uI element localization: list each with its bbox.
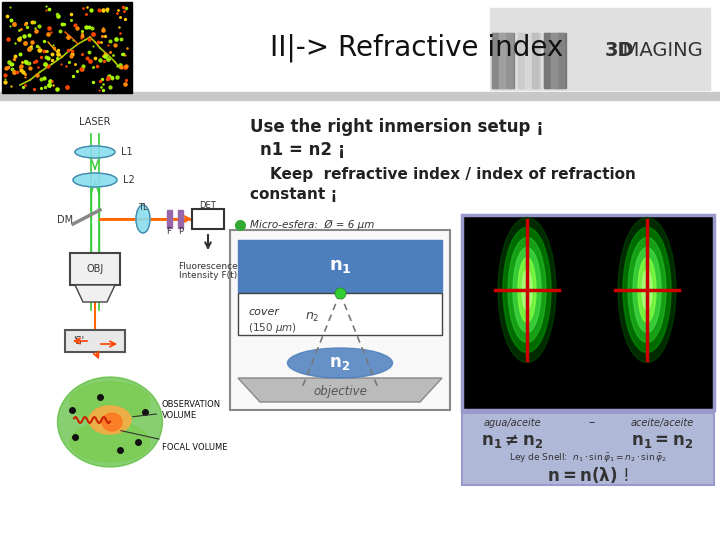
Bar — [0, 0, 720, 95]
Bar — [490, 8, 710, 90]
Text: TL: TL — [138, 202, 148, 212]
Text: Use the right inmersion setup ¡: Use the right inmersion setup ¡ — [250, 118, 544, 136]
Ellipse shape — [498, 218, 556, 362]
Ellipse shape — [73, 173, 117, 187]
Text: $(150\ \mu m)$: $(150\ \mu m)$ — [248, 321, 297, 335]
Text: P: P — [179, 227, 184, 237]
Text: OBJ: OBJ — [86, 264, 104, 274]
Text: Intensity F(t): Intensity F(t) — [179, 271, 237, 280]
Ellipse shape — [518, 258, 536, 322]
Text: 'S': 'S' — [73, 336, 84, 346]
Bar — [462, 215, 714, 410]
Text: FOCAL VOLUME: FOCAL VOLUME — [121, 430, 228, 451]
Ellipse shape — [638, 258, 656, 322]
Polygon shape — [75, 285, 115, 302]
Text: n1 = n2 ¡: n1 = n2 ¡ — [260, 141, 346, 159]
Ellipse shape — [513, 247, 541, 333]
Text: aceite/aceite: aceite/aceite — [631, 418, 693, 428]
Text: IMAGING: IMAGING — [617, 40, 703, 59]
Text: F: F — [166, 227, 171, 237]
Polygon shape — [238, 378, 442, 402]
Text: objective: objective — [313, 386, 367, 399]
Bar — [518, 33, 540, 88]
Bar — [518, 33, 524, 88]
Bar — [65, 330, 125, 352]
Bar — [492, 33, 514, 88]
Bar — [525, 33, 531, 88]
Ellipse shape — [633, 247, 661, 333]
Text: Fluorescence: Fluorescence — [178, 262, 238, 271]
Bar — [238, 293, 442, 335]
Ellipse shape — [642, 270, 652, 310]
Bar — [492, 33, 498, 88]
Bar — [558, 33, 564, 88]
Text: agua/aceite: agua/aceite — [483, 418, 541, 428]
Bar — [192, 209, 224, 229]
Text: II|-> Refractive index: II|-> Refractive index — [270, 33, 563, 62]
Text: 3D: 3D — [606, 40, 635, 59]
Bar — [70, 253, 120, 285]
Text: L1: L1 — [121, 147, 132, 157]
Text: $\mathbf{n = n(\lambda)}$ !: $\mathbf{n = n(\lambda)}$ ! — [547, 465, 629, 485]
Bar — [2, 2, 132, 93]
Bar — [551, 33, 557, 88]
Bar — [506, 33, 512, 88]
Bar — [238, 240, 442, 292]
Text: DET: DET — [199, 201, 217, 210]
Ellipse shape — [618, 218, 676, 362]
Text: L2: L2 — [123, 175, 135, 185]
Text: constant ¡: constant ¡ — [250, 186, 338, 201]
Ellipse shape — [503, 227, 551, 353]
Ellipse shape — [75, 146, 115, 158]
Bar — [230, 230, 450, 410]
Text: –: – — [589, 416, 595, 429]
Ellipse shape — [136, 205, 150, 233]
Text: Keep  refractive index / index of refraction: Keep refractive index / index of refract… — [270, 167, 636, 183]
Ellipse shape — [508, 238, 546, 342]
Ellipse shape — [102, 413, 122, 431]
Bar — [544, 33, 566, 88]
Bar — [178, 210, 183, 228]
Text: $\mathbf{n_1 = n_2}$: $\mathbf{n_1 = n_2}$ — [631, 432, 693, 450]
Bar — [532, 33, 538, 88]
Ellipse shape — [70, 422, 150, 462]
Bar — [544, 33, 550, 88]
Text: $\mathbf{n_1}$: $\mathbf{n_1}$ — [328, 257, 351, 275]
Text: $\mathbf{n_2}$: $\mathbf{n_2}$ — [330, 354, 351, 372]
Ellipse shape — [89, 406, 131, 434]
Text: DM: DM — [57, 215, 73, 225]
Ellipse shape — [623, 227, 671, 353]
Ellipse shape — [628, 238, 666, 342]
Bar — [167, 210, 172, 228]
Text: $\mathbf{n_1 \neq n_2}$: $\mathbf{n_1 \neq n_2}$ — [481, 432, 543, 450]
Ellipse shape — [58, 377, 163, 467]
Text: $n_2$: $n_2$ — [305, 310, 320, 323]
Bar — [0, 92, 720, 100]
Ellipse shape — [522, 270, 532, 310]
Bar — [462, 413, 714, 485]
Text: cover: cover — [248, 307, 279, 317]
Ellipse shape — [287, 348, 392, 378]
Ellipse shape — [70, 382, 150, 422]
Text: Ley de Snell:  $n_1 \cdot \sin\bar{\varphi}_1 = n_2 \cdot \sin\bar{\varphi}_2$: Ley de Snell: $n_1 \cdot \sin\bar{\varph… — [509, 451, 667, 464]
Text: LASER: LASER — [79, 117, 111, 127]
Bar — [499, 33, 505, 88]
Text: Micro-esfera:  Ø = 6 μm: Micro-esfera: Ø = 6 μm — [250, 220, 374, 230]
Text: OBSERVATION
VOLUME: OBSERVATION VOLUME — [132, 400, 221, 420]
